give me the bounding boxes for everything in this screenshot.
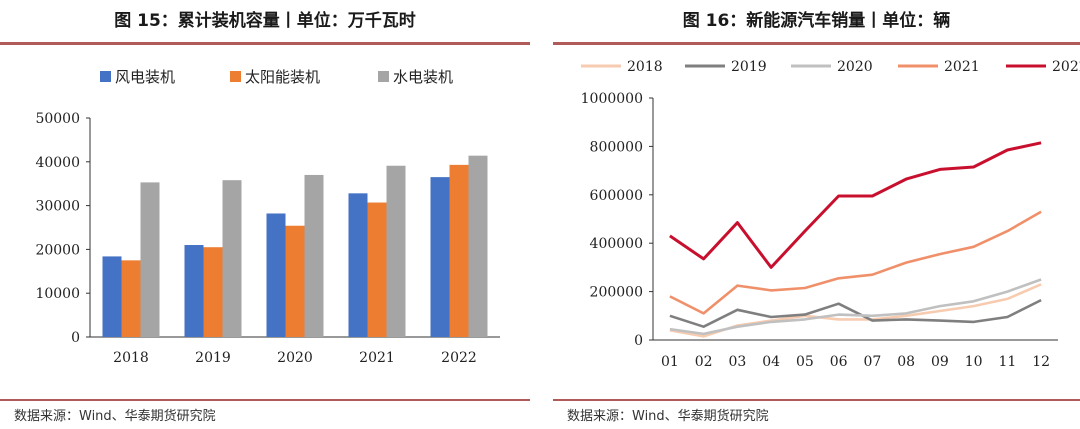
- legend-label: 风电装机: [115, 68, 175, 86]
- y-tick-label: 20000: [35, 242, 80, 258]
- legend-swatch: [378, 71, 389, 82]
- bar: [266, 213, 286, 337]
- source-rule: [0, 399, 530, 401]
- series-line-2022: [669, 141, 1042, 269]
- y-tick-label: 0: [634, 333, 643, 349]
- x-tick-label: 2022: [441, 350, 477, 366]
- x-tick-label: 2018: [113, 350, 149, 366]
- y-tick-label: 600000: [590, 188, 643, 204]
- installed-capacity-bar-chart: 风电装机 太阳能装机 水电装机 0 10000 20000 30000 40000 50000 2…: [35, 68, 500, 366]
- x-tick-label: 10: [965, 354, 983, 370]
- y-tick-label: 0: [71, 330, 80, 346]
- x-tick-label: 08: [897, 354, 915, 370]
- y-tick-label: 30000: [35, 199, 80, 215]
- x-tick-label: 05: [796, 354, 814, 370]
- bar: [121, 260, 141, 337]
- legend-label: 2021: [944, 59, 980, 75]
- x-tick-label: 09: [931, 354, 949, 370]
- figure-15-title: 图 15：累计装机容量丨单位：万千瓦时: [114, 11, 416, 31]
- title-rule: [553, 42, 1080, 45]
- source-rule: [553, 399, 1080, 401]
- series-line-2019: [669, 298, 1042, 329]
- y-tick-label: 800000: [590, 139, 643, 155]
- bar: [203, 247, 223, 337]
- bar: [222, 180, 242, 337]
- x-tick-label: 03: [728, 354, 746, 370]
- source-note: 数据来源：Wind、华泰期货研究院: [14, 409, 216, 424]
- legend-label: 太阳能装机: [245, 68, 320, 86]
- y-tick-label: 1000000: [581, 91, 643, 107]
- figure-16-title: 图 16：新能源汽车销量丨单位：辆: [682, 11, 951, 31]
- legend-label: 2019: [731, 59, 767, 75]
- bar: [449, 164, 469, 337]
- x-tick-label: 06: [830, 354, 848, 370]
- title-rule: [0, 42, 530, 45]
- y-tick-label: 10000: [35, 286, 80, 302]
- x-tick-label: 12: [1032, 354, 1050, 370]
- bar: [285, 225, 305, 337]
- bar: [386, 165, 406, 337]
- legend-swatch: [100, 71, 111, 82]
- x-tick-label: 04: [762, 354, 780, 370]
- x-tick-label: 01: [661, 354, 679, 370]
- legend-label: 水电装机: [393, 68, 453, 86]
- legend-swatch: [230, 71, 241, 82]
- x-tick-label: 2019: [195, 350, 231, 366]
- x-tick-label: 02: [695, 354, 713, 370]
- bar: [348, 193, 368, 337]
- legend-label: 2020: [837, 59, 873, 75]
- bar: [430, 177, 450, 337]
- series-line-2020: [669, 278, 1042, 336]
- bar: [184, 245, 204, 337]
- x-tick-label: 07: [863, 354, 881, 370]
- source-note: 数据来源：Wind、华泰期货研究院: [567, 409, 769, 424]
- nev-sales-line-chart: 2018 2019 2020 2021 2022 0 200000 400000 600000 8…: [581, 59, 1080, 370]
- x-tick-label: 2020: [277, 350, 313, 366]
- legend-label: 2022: [1052, 59, 1080, 75]
- series-line-2021: [669, 210, 1042, 315]
- y-tick-label: 400000: [590, 236, 643, 252]
- bar: [140, 182, 160, 337]
- legend-label: 2018: [627, 59, 663, 75]
- x-tick-label: 2021: [359, 350, 395, 366]
- bar: [367, 202, 387, 337]
- panel-nev-sales: 图 16：新能源汽车销量丨单位：辆 2018201920202021202202…: [553, 0, 1080, 429]
- bar: [304, 174, 324, 337]
- bar: [102, 256, 122, 337]
- y-tick-label: 40000: [35, 155, 80, 171]
- y-tick-label: 50000: [35, 111, 80, 127]
- panel-installed-capacity: 图 15：累计装机容量丨单位：万千瓦时 风电装机 太阳能装机 水电装机 0 10000 2…: [0, 0, 530, 429]
- y-tick-label: 200000: [590, 285, 643, 301]
- bar: [468, 155, 488, 337]
- x-tick-label: 11: [998, 354, 1016, 370]
